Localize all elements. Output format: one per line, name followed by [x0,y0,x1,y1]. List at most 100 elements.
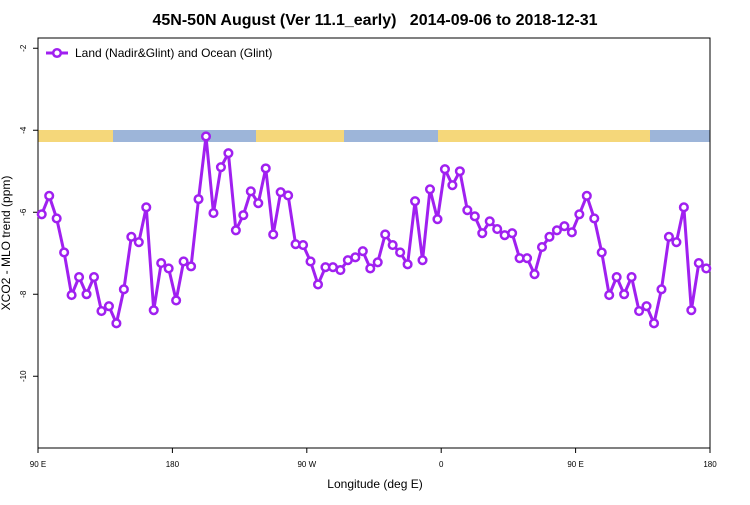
data-point [178,256,189,267]
data-point [88,271,100,283]
data-point [253,198,264,209]
y-tick-label: -2 [19,44,28,52]
data-point [671,237,682,248]
data-point [283,190,294,201]
x-tick-label: 180 [703,460,717,469]
data-point [454,166,465,177]
data-point [395,247,406,258]
data-point [678,202,689,213]
data-point [424,184,436,195]
data-point [171,295,182,306]
data-point [298,240,309,251]
data-point [200,131,212,142]
data-point [410,196,421,207]
data-point [596,247,607,258]
y-axis-label: XCO2 - MLO trend (ppm) [0,176,13,311]
data-point [215,162,226,173]
data-point [74,271,85,283]
data-point [380,229,391,240]
land-ocean-band [38,130,710,142]
land [38,130,113,142]
data-point [417,255,428,266]
x-tick-label: 90 E [567,460,583,469]
data-point [305,256,316,267]
data-point [163,263,174,274]
data-point [536,242,548,253]
data-point [656,284,667,295]
data-point [148,305,159,316]
y-tick-label: -6 [19,208,28,216]
data-point [111,318,122,329]
data-point [36,209,47,220]
data-point [133,237,144,248]
data-point [492,224,503,235]
data-point [51,213,62,224]
data-point [701,263,712,274]
data-point [432,214,443,225]
data-point [663,231,674,242]
x-axis-label: Longitude (deg E) [327,477,422,491]
data-point [312,279,324,290]
data-point [372,257,383,268]
data-point [619,289,630,300]
data-point [469,211,480,222]
data-point [96,306,107,317]
data-point [507,228,518,239]
data-point [522,253,533,264]
data-point [118,284,129,295]
data-point [439,164,450,175]
data-point [223,148,234,159]
data-point [387,240,398,251]
ocean [113,130,256,142]
legend-label: Land (Nadir&Glint) and Ocean (Glint) [75,46,272,60]
data-point [186,261,197,272]
data-point [268,229,279,240]
land [438,130,650,142]
data-point [574,209,585,220]
data-point [44,190,55,201]
data-point [559,221,570,232]
ocean [650,130,710,142]
data-point [447,180,458,191]
data-point [66,290,77,301]
y-tick-label: -4 [19,126,28,134]
data-point [335,265,346,276]
data-point [260,163,271,174]
data-point [365,263,376,274]
data-point [350,252,361,263]
data-point [641,301,652,312]
x-tick-label: 90 W [297,460,316,469]
data-point [238,210,249,221]
data-point [634,306,645,317]
plot-frame [37,37,711,449]
data-point [626,271,637,283]
data-point [156,258,167,269]
data-point [544,231,555,242]
data-point [208,208,219,219]
data-point [477,228,488,239]
data-point [103,301,114,312]
x-tick-label: 0 [439,460,444,469]
data-point [357,246,368,257]
data-point [581,190,592,201]
data-point [604,290,615,301]
data-point [141,202,152,213]
data-point [193,194,204,205]
legend-marker [51,47,63,59]
data-point [566,227,577,238]
data-point [462,205,473,216]
ocean [344,130,438,142]
data-point [693,258,704,269]
data-point [484,216,495,227]
data-point [529,269,540,280]
y-tick-label: -8 [19,290,28,298]
data-point [81,289,92,300]
x-tick-label: 180 [166,460,180,469]
data-point [245,186,256,197]
data-point [551,225,562,236]
data-point [611,271,622,283]
data-point [686,305,697,316]
chart-title: 45N-50N August (Ver 11.1_early) 2014-09-… [153,12,598,29]
data-point [648,318,660,329]
